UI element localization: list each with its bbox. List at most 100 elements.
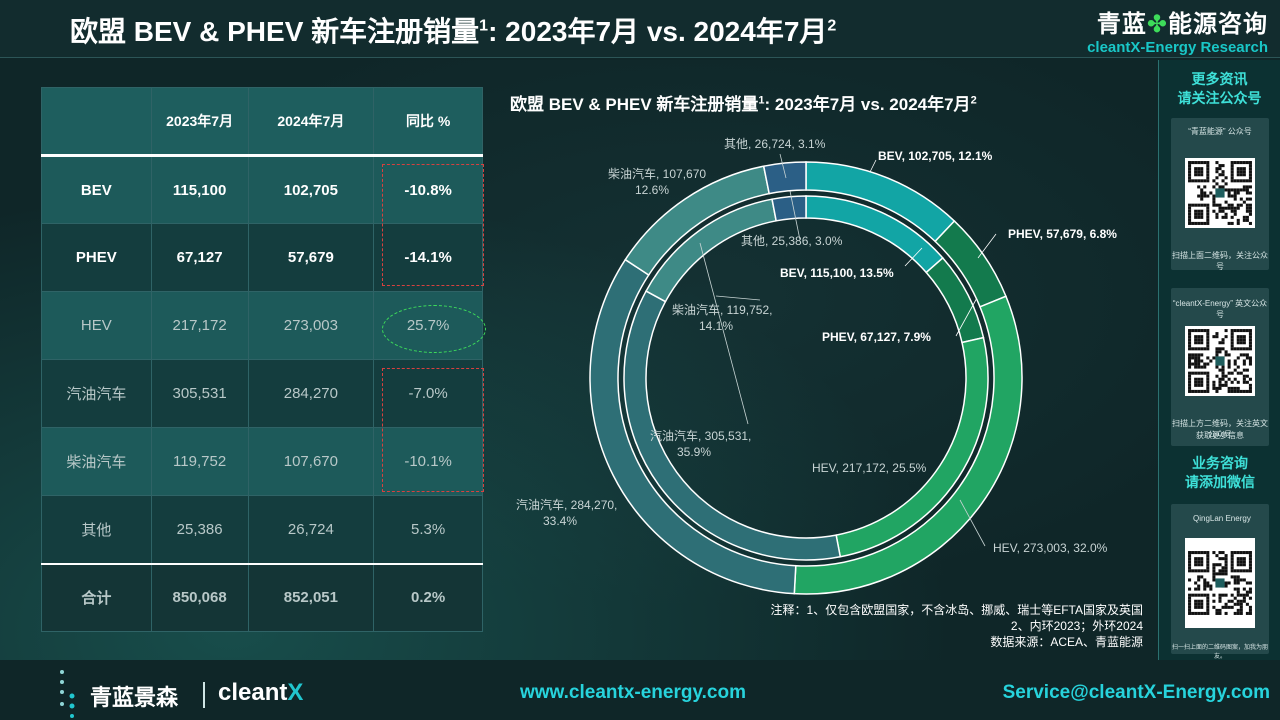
email-link[interactable]: Service@cleantX-Energy.com: [1002, 682, 1270, 703]
table-row: BEV 115,100 102,705 -10.8%: [41, 154, 483, 224]
cell-2023: 115,100: [150, 154, 249, 224]
sales-table: 2023年7月 2024年7月 同比 % BEV 115,100 102,705…: [41, 87, 483, 632]
chart-notes: 注释：1、仅包含欧盟国家，不含冰岛、挪威、瑞士等EFTA国家及英国 2、内环20…: [771, 602, 1143, 650]
inner-slice-label-4: 柴油汽车, 119,752,: [672, 302, 773, 317]
brand-name-en: cleantX-Energy Research: [1087, 39, 1268, 56]
qr-card-wechat: QingLan Energy 扫一扫上面的二维码图案，加我为朋友。: [1171, 504, 1269, 660]
cell-2024: 273,003: [247, 291, 375, 360]
inner-slice-label-pct-3: 35.9%: [677, 445, 711, 459]
cell-yoy: -14.1%: [373, 223, 483, 292]
cell-2024: 57,679: [247, 223, 375, 292]
label-leader-line: [699, 242, 749, 425]
outer-slice-label-5: 其他, 26,724, 3.1%: [724, 137, 826, 151]
footer-logo-divider: [203, 682, 205, 708]
label-leader-line: [959, 499, 986, 547]
qr-card-title: “cleantX-Energy” 英文公众号: [1172, 299, 1268, 319]
cell-2023: 217,172: [150, 291, 249, 360]
table-row: 其他 25,386 26,724 5.3%: [41, 495, 483, 564]
cell-2024: 852,051: [247, 562, 375, 632]
cell-2024: 26,724: [247, 495, 375, 564]
outer-slice-label-pct-3: 33.4%: [543, 514, 577, 528]
cell-category: 柴油汽车: [41, 427, 152, 496]
sidebar-heading-line: 请添加微信: [1185, 474, 1255, 490]
inner-slice-label-3: 汽油汽车, 305,531,: [650, 428, 751, 443]
note-line: 注释：1、仅包含欧盟国家，不含冰岛、挪威、瑞士等EFTA国家及英国: [770, 603, 1143, 617]
cell-2023: 119,752: [150, 427, 249, 496]
inner-slice-label-0: BEV, 115,100, 13.5%: [780, 266, 894, 280]
table-header-category: [41, 87, 152, 156]
cell-category: 汽油汽车: [41, 359, 152, 428]
outer-slice-label-3: 汽油汽车, 284,270,: [516, 497, 617, 512]
cell-category: BEV: [41, 154, 152, 224]
sidebar-heading-wechat: 业务咨询 请添加微信: [1159, 454, 1280, 492]
donut-chart: BEV, 115,100, 13.5% PHEV, 67,127, 7.9% HEV…: [516, 137, 1117, 595]
cell-2024: 102,705: [247, 154, 375, 224]
table-header-2023: 2023年7月: [150, 87, 249, 156]
outer-slice-label-1: PHEV, 57,679, 6.8%: [1008, 227, 1117, 241]
qr-card-cn: “青蓝能源” 公众号 扫描上面二维码，关注公众号: [1171, 118, 1269, 271]
cell-2023: 25,386: [150, 495, 249, 564]
table-row: PHEV 67,127 57,679 -14.1%: [41, 223, 483, 292]
sidebar-heading-line: 更多资讯: [1191, 71, 1248, 87]
label-leader-line: [904, 247, 923, 267]
table-header-row: 2023年7月 2024年7月 同比 %: [41, 87, 483, 156]
cell-category: 其他: [41, 495, 152, 564]
inner-slice-label-pct-4: 14.1%: [699, 319, 733, 333]
table-header-yoy: 同比 %: [373, 87, 483, 156]
page-title: 欧盟 BEV & PHEV 新车注册销量1: 2023年7月 vs. 2024年…: [70, 16, 837, 47]
cell-2024: 107,670: [247, 427, 375, 496]
footer-bar: 青蓝景森 cleantX www.cleantx-energy.com Serv…: [0, 662, 1280, 720]
cell-yoy: -10.1%: [373, 427, 483, 496]
outer-slice-label-pct-4: 12.6%: [635, 183, 669, 197]
sidebar-heading-line: 业务咨询: [1192, 455, 1248, 471]
brand-logo: 青蓝✤能源咨询 cleantX-Energy Research: [1087, 4, 1268, 56]
note-line: 2、内环2023；外环2024: [1010, 619, 1143, 633]
website-link[interactable]: www.cleantx-energy.com: [520, 682, 746, 703]
cell-2023: 850,068: [150, 562, 249, 632]
table-row: HEV 217,172 273,003 25.7%: [41, 291, 483, 360]
header-bar: 欧盟 BEV & PHEV 新车注册销量1: 2023年7月 vs. 2024年…: [0, 0, 1280, 58]
inner-slice-label-1: PHEV, 67,127, 7.9%: [822, 330, 931, 344]
cell-2024: 284,270: [247, 359, 375, 428]
inner-slice-label-2: HEV, 217,172, 25.5%: [812, 461, 927, 475]
table-row: 柴油汽车 119,752 107,670 -10.1%: [41, 427, 483, 496]
table-row: 汽油汽车 305,531 284,270 -7.0%: [41, 359, 483, 428]
label-leader-line: [789, 190, 801, 241]
dots-decoration-icon: [60, 670, 75, 718]
table-header-2024: 2024年7月: [247, 87, 375, 156]
cell-yoy: 5.3%: [373, 495, 483, 564]
outer-ring-slice-5: [762, 161, 807, 195]
sidebar-heading-follow: 更多资讯 请关注公众号: [1159, 70, 1280, 108]
cell-category: 合计: [41, 562, 152, 632]
label-leader-line: [715, 295, 761, 301]
label-leader-line: [779, 153, 787, 179]
note-line: 数据来源：ACEA、青蓝能源: [990, 635, 1143, 649]
outer-slice-label-0: BEV, 102,705, 12.1%: [878, 149, 993, 163]
cell-2023: 305,531: [150, 359, 249, 428]
qr-card-caption: 扫描上面二维码，关注公众号: [1172, 251, 1268, 271]
outer-slice-label-4: 柴油汽车, 107,670: [608, 166, 706, 181]
clover-icon: ✤: [1146, 11, 1168, 38]
cell-category: HEV: [41, 291, 152, 360]
inner-ring-slice-5: [771, 195, 807, 222]
footer-logo-cn: 青蓝景森: [90, 685, 179, 710]
wechat-name: QingLan Energy: [1193, 514, 1251, 523]
qr-card-en: “cleantX-Energy” 英文公众号 扫描上方二维码，关注英文公众号 获…: [1171, 288, 1269, 446]
qr-code-image: [1185, 326, 1255, 396]
table-total-row: 合计 850,068 852,051 0.2%: [41, 562, 483, 632]
label-leader-line: [869, 159, 877, 173]
label-leader-line: [955, 295, 979, 337]
contact-sidebar: 更多资讯 请关注公众号 “青蓝能源” 公众号 扫描上面二维码，关注公众号 “cl…: [1158, 60, 1280, 660]
cell-yoy: 0.2%: [373, 562, 483, 632]
qr-code-image: [1185, 538, 1255, 628]
cell-category: PHEV: [41, 223, 152, 292]
cell-yoy: -10.8%: [373, 154, 483, 224]
cell-yoy: -7.0%: [373, 359, 483, 428]
cell-2023: 67,127: [150, 223, 249, 292]
qr-code-image: [1185, 158, 1255, 228]
chart-title: 欧盟 BEV & PHEV 新车注册销量1: 2023年7月 vs. 2024年…: [510, 94, 977, 114]
cell-yoy: 25.7%: [373, 291, 483, 360]
qr-card-caption: 获取更多信息: [1196, 431, 1244, 440]
inner-slice-label-5: 其他, 25,386, 3.0%: [741, 234, 843, 248]
label-leader-line: [977, 233, 997, 259]
